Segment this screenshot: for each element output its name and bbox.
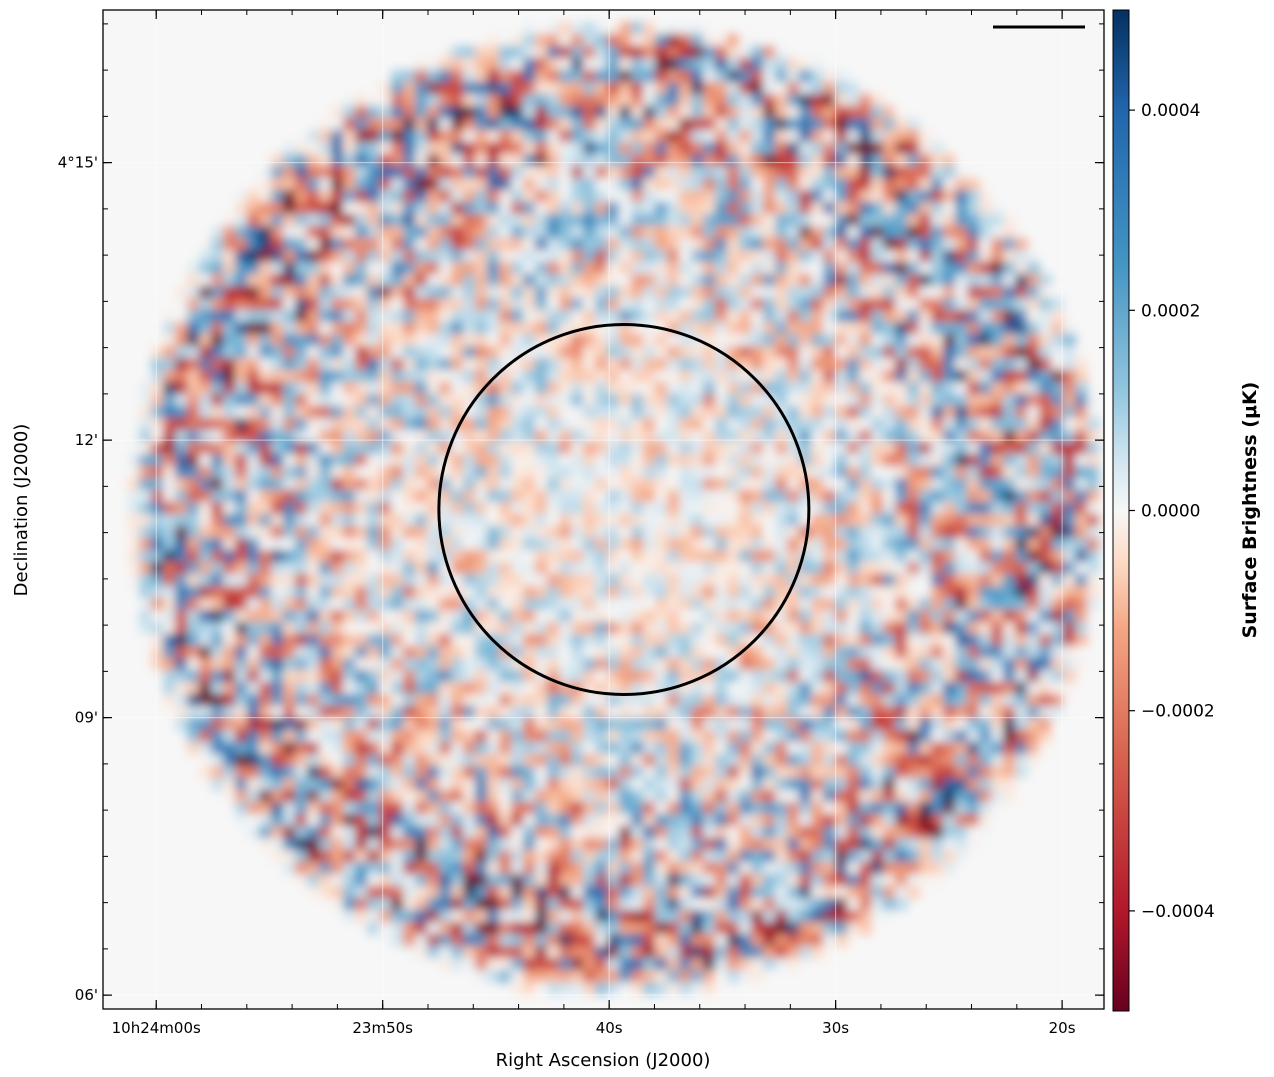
coordinate-grid [103, 10, 1104, 1009]
x-tick-label: 10h24m00s [112, 1019, 201, 1037]
colorbar-tick-label: −0.0004 [1141, 902, 1215, 922]
colorbar-ticks: 0.0004 0.0002 0.0000 −0.0002 −0.0004 [1129, 101, 1215, 922]
colorbar-tick-label: −0.0002 [1141, 702, 1215, 722]
colorbar-tick-label: 0.0004 [1141, 101, 1200, 121]
colorbar [1112, 9, 1130, 1012]
aperture-circle [437, 323, 811, 696]
colorbar-label: Surface Brightness (μK) [1239, 382, 1261, 639]
colorbar-tick-label: 0.0002 [1141, 301, 1200, 321]
y-tick-label: 06' [75, 986, 98, 1004]
y-axis-label: Declination (J2000) [11, 424, 32, 597]
colorbar-tick-label: 0.0000 [1141, 502, 1200, 522]
axis-ticks: 10h24m00s 23m50s 40s 30s 20s 4°15' 12' 09' 06' [58, 10, 1104, 1037]
x-tick-label: 23m50s [352, 1019, 413, 1037]
x-tick-label: 30s [822, 1019, 849, 1037]
y-tick-label: 09' [75, 709, 98, 727]
heatmap-noise [127, 22, 1104, 1007]
y-tick-label: 4°15' [58, 154, 98, 172]
x-tick-label: 20s [1049, 1019, 1076, 1037]
plot-frame [102, 9, 1105, 1010]
x-axis-label: Right Ascension (J2000) [496, 1050, 711, 1071]
x-tick-label: 40s [596, 1019, 623, 1037]
y-tick-label: 12' [75, 431, 98, 449]
